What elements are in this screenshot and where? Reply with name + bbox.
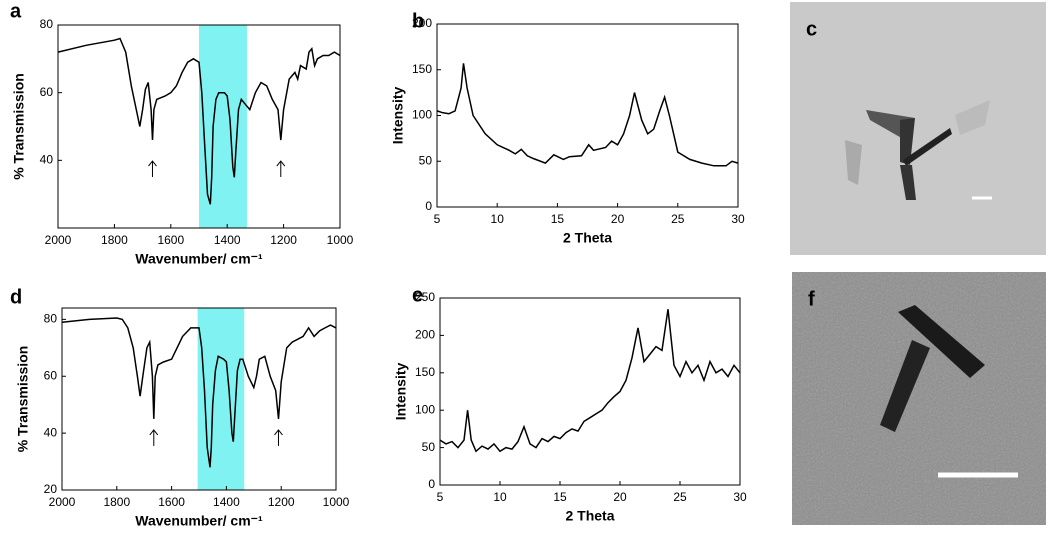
y-axis-label: Intensity bbox=[393, 363, 409, 421]
arrow-head bbox=[148, 160, 157, 167]
y-tick-label: 200 bbox=[415, 328, 435, 342]
x-tick-label: 1600 bbox=[158, 495, 185, 509]
x-tick-label: 20 bbox=[611, 212, 625, 226]
chart: 5 10 15 20 25 30 0 50 100 150 200 2 Theta Intensity b bbox=[390, 10, 745, 245]
x-tick-label: 1400 bbox=[214, 233, 241, 247]
data-line bbox=[61, 317, 337, 468]
x-tick-label: 10 bbox=[491, 212, 505, 226]
data-line bbox=[57, 37, 341, 205]
chart: 2000 1800 1600 1400 1200 1000 20 40 60 80 Wavenumb… bbox=[10, 286, 350, 528]
chart: 2000 1800 1600 1400 1200 1000 40 60 80 Wavenumber… bbox=[10, 0, 354, 266]
y-tick-label: 60 bbox=[40, 85, 54, 99]
x-tick-label: 25 bbox=[673, 490, 687, 504]
x-tick-label: 20 bbox=[613, 490, 627, 504]
tem-image bbox=[790, 2, 1046, 255]
y-axis-label: % Transmission bbox=[15, 346, 31, 453]
panel-label: b bbox=[412, 10, 424, 32]
arrow-head bbox=[149, 429, 159, 436]
x-axis-label: 2 Theta bbox=[565, 508, 614, 524]
x-tick-label: 1000 bbox=[327, 233, 354, 247]
panel-label: d bbox=[10, 286, 22, 308]
x-tick-label: 2000 bbox=[49, 495, 76, 509]
y-tick-label: 150 bbox=[415, 365, 435, 379]
x-axis-label: Wavenumber/ cm⁻¹ bbox=[135, 513, 263, 529]
x-tick-label: 1600 bbox=[157, 233, 184, 247]
x-tick-label: 10 bbox=[493, 490, 507, 504]
y-tick-label: 0 bbox=[425, 199, 432, 213]
y-tick-label: 40 bbox=[40, 153, 54, 167]
y-tick-label: 0 bbox=[428, 477, 435, 491]
image-f: f bbox=[792, 272, 1046, 525]
x-tick-label: 5 bbox=[434, 212, 441, 226]
x-tick-label: 15 bbox=[551, 212, 565, 226]
y-tick-label: 50 bbox=[422, 440, 436, 454]
y-tick-label: 80 bbox=[40, 17, 54, 31]
y-tick-label: 100 bbox=[415, 402, 435, 416]
chart: 5 10 15 20 25 30 0 50 100 150 200 250 2 Theta Intensi… bbox=[393, 284, 747, 523]
y-axis-label: % Transmission bbox=[11, 73, 27, 180]
arrow-head bbox=[276, 160, 286, 167]
arrow-head bbox=[274, 429, 283, 436]
arrow bbox=[148, 160, 157, 178]
x-tick-label: 15 bbox=[553, 490, 567, 504]
arrow bbox=[276, 160, 286, 178]
arrow bbox=[149, 429, 159, 446]
x-axis-label: 2 Theta bbox=[563, 230, 612, 246]
y-tick-label: 60 bbox=[44, 368, 58, 382]
panel-label: f bbox=[808, 288, 815, 310]
plot-frame bbox=[439, 297, 741, 486]
x-tick-label: 1400 bbox=[213, 495, 240, 509]
y-axis-label: Intensity bbox=[390, 87, 406, 145]
y-tick-label: 50 bbox=[419, 153, 433, 167]
x-tick-label: 5 bbox=[437, 490, 444, 504]
y-tick-label: 250 bbox=[415, 290, 435, 304]
y-tick-label: 100 bbox=[412, 108, 432, 122]
crystal bbox=[900, 118, 915, 165]
crystal bbox=[955, 100, 990, 135]
x-tick-label: 30 bbox=[733, 490, 747, 504]
x-tick-label: 1000 bbox=[323, 495, 350, 509]
x-tick-label: 1800 bbox=[103, 495, 130, 509]
panel-label: e bbox=[412, 284, 423, 306]
crystal bbox=[900, 165, 916, 200]
y-tick-label: 150 bbox=[412, 62, 432, 76]
crystal bbox=[903, 128, 952, 166]
plot-frame bbox=[57, 24, 341, 229]
panel-label: a bbox=[10, 0, 22, 22]
data-line bbox=[439, 309, 741, 453]
x-tick-label: 25 bbox=[671, 212, 685, 226]
arrow bbox=[274, 429, 283, 446]
panel-label: c bbox=[806, 18, 817, 40]
x-tick-label: 30 bbox=[731, 212, 745, 226]
y-tick-label: 80 bbox=[44, 312, 58, 326]
x-tick-label: 1200 bbox=[268, 495, 295, 509]
image-c: c bbox=[790, 2, 1046, 255]
crystal bbox=[898, 305, 985, 378]
data-line bbox=[436, 63, 739, 167]
x-tick-label: 1200 bbox=[270, 233, 297, 247]
crystal bbox=[880, 340, 930, 432]
x-tick-label: 1800 bbox=[101, 233, 128, 247]
plot-frame bbox=[61, 307, 337, 491]
x-tick-label: 2000 bbox=[45, 233, 72, 247]
crystal bbox=[845, 140, 862, 185]
x-axis-label: Wavenumber/ cm⁻¹ bbox=[135, 251, 263, 267]
highlight-band bbox=[199, 25, 247, 228]
plot-frame bbox=[436, 23, 739, 208]
y-tick-label: 200 bbox=[412, 16, 432, 30]
y-tick-label: 20 bbox=[44, 482, 58, 496]
y-tick-label: 40 bbox=[44, 425, 58, 439]
